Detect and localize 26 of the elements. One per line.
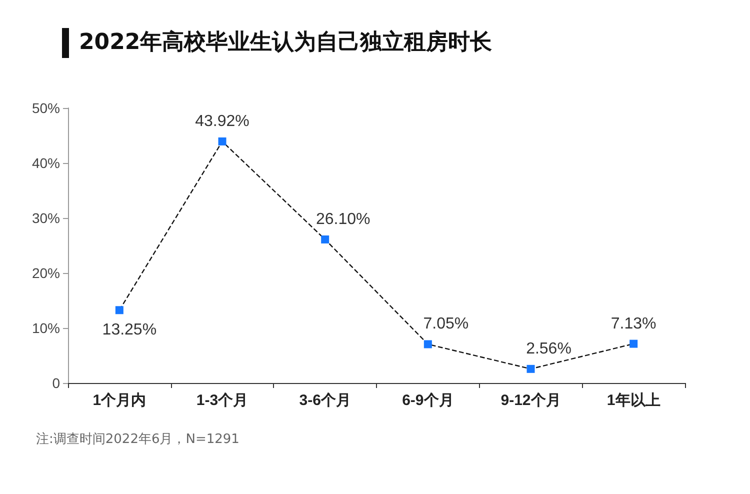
y-tick-label: 10%	[32, 320, 60, 336]
data-label: 43.92%	[195, 112, 250, 130]
x-tick-label: 1年以上	[606, 392, 660, 409]
data-label: 7.13%	[610, 315, 656, 332]
data-label: 2.56%	[526, 340, 572, 358]
point	[321, 235, 330, 244]
chart-title: 2022年高校毕业生认为自己独立租房时长	[62, 28, 492, 58]
point	[115, 306, 124, 314]
x-tick-label: 3-6个月	[299, 392, 351, 409]
point	[630, 340, 638, 348]
point	[218, 137, 226, 146]
y-tick-label: 30%	[32, 210, 60, 226]
point	[424, 340, 432, 348]
x-tick-label: 1-3个月	[196, 392, 248, 409]
data-label: 7.05%	[423, 316, 469, 333]
x-tick-label: 1个月内	[92, 392, 146, 409]
y-tick-label: 20%	[32, 265, 60, 281]
text: 注:调查时间2022年6月，N=1291	[36, 431, 240, 448]
data-label: 26.10%	[316, 210, 370, 228]
x-tick-label: 9-12个月	[500, 392, 561, 409]
data-label: 13.25%	[102, 322, 157, 339]
y-tick-label: 0	[52, 375, 60, 391]
point	[526, 364, 535, 373]
y-tick-label: 40%	[32, 155, 60, 171]
x-tick-label: 6-9个月	[402, 392, 454, 409]
y-tick-label: 50%	[32, 100, 60, 116]
